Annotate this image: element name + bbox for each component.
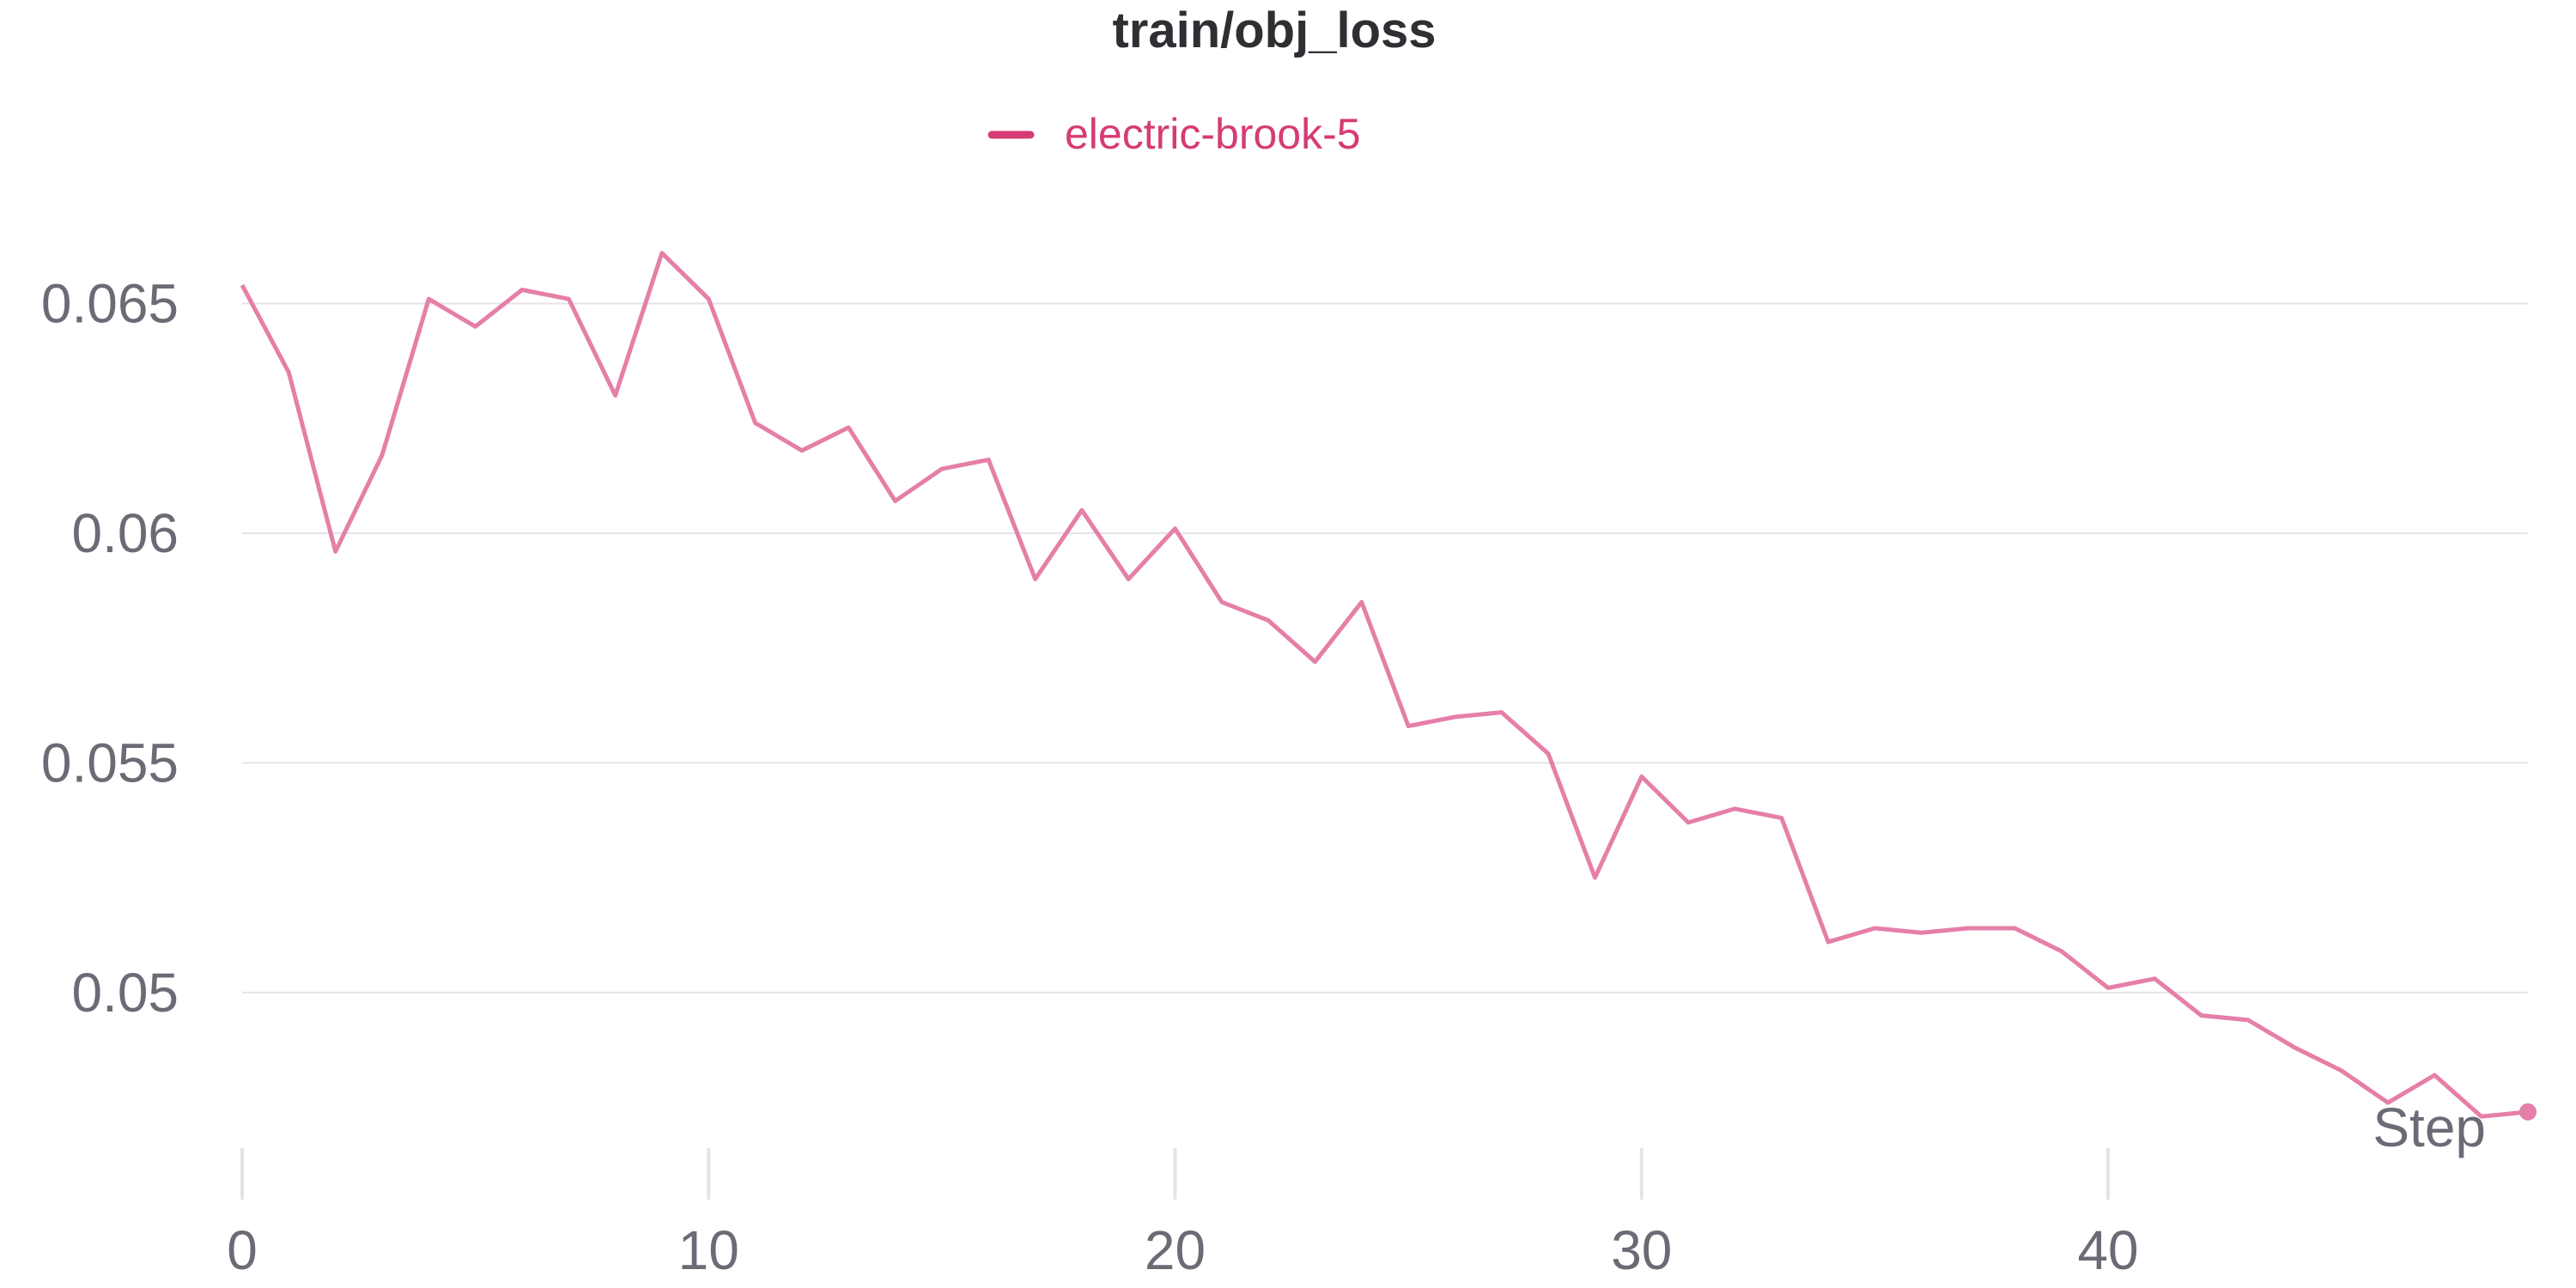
y-tick-label: 0.055 — [41, 732, 179, 793]
x-tick-label: 10 — [678, 1219, 739, 1281]
y-tick-label: 0.065 — [41, 273, 179, 335]
y-tick-label: 0.05 — [71, 962, 179, 1024]
legend-label: electric-brook-5 — [1065, 110, 1361, 158]
grid-layer — [242, 302, 2528, 993]
chart-title: train/obj_loss — [1112, 3, 1436, 58]
x-axis-ticks: 0 10 20 30 40 — [227, 1148, 2139, 1281]
x-tick-label: 40 — [2077, 1219, 2138, 1281]
series-line-electric-brook-5 — [240, 251, 2529, 1119]
x-tick-label: 30 — [1611, 1219, 1672, 1281]
y-axis-ticks: 0.05 0.055 0.06 0.065 — [41, 273, 179, 1024]
x-axis-label: Step — [2372, 1097, 2486, 1158]
x-tick-label: 0 — [227, 1219, 258, 1281]
series-last-point — [2519, 1103, 2537, 1121]
y-tick-label: 0.06 — [71, 502, 179, 564]
x-tick-label: 20 — [1145, 1219, 1206, 1281]
legend: electric-brook-5 — [987, 110, 1361, 158]
